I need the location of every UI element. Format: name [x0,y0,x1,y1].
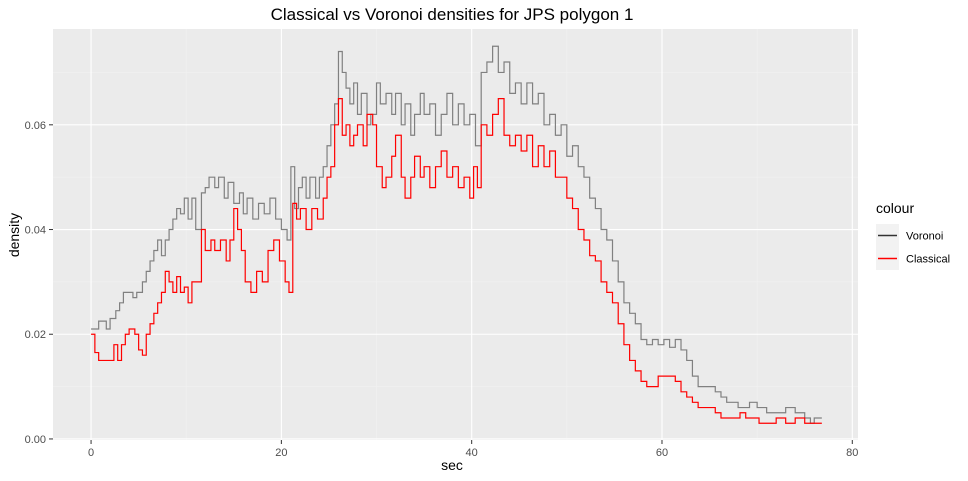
y-tick-label: 0.00 [25,434,46,446]
x-tick-label: 80 [846,447,858,459]
grid-lines [53,29,858,440]
x-tick-label: 0 [88,447,94,459]
series-line-voronoi [91,45,822,424]
legend-label-classical: Classical [906,254,950,266]
y-axis: 0.00 0.02 0.04 0.06 [25,120,53,446]
plot-panel [53,29,858,440]
x-axis: 0 20 40 60 80 [88,440,858,459]
y-tick-label: 0.04 [25,225,46,237]
x-tick-label: 60 [656,447,668,459]
legend-title: colour [876,200,914,216]
legend-label-voronoi: Voronoi [906,231,943,243]
series-line-classical [91,98,822,424]
chart-title: Classical vs Voronoi densities for JPS p… [271,5,634,24]
x-tick-label: 40 [466,447,478,459]
y-tick-label: 0.06 [25,120,46,132]
y-axis-label: density [6,213,22,257]
x-axis-label: sec [441,457,463,473]
x-tick-label: 20 [275,447,287,459]
y-tick-label: 0.02 [25,329,46,341]
series-layer [91,45,822,424]
legend: colour Voronoi Classical [876,200,950,270]
